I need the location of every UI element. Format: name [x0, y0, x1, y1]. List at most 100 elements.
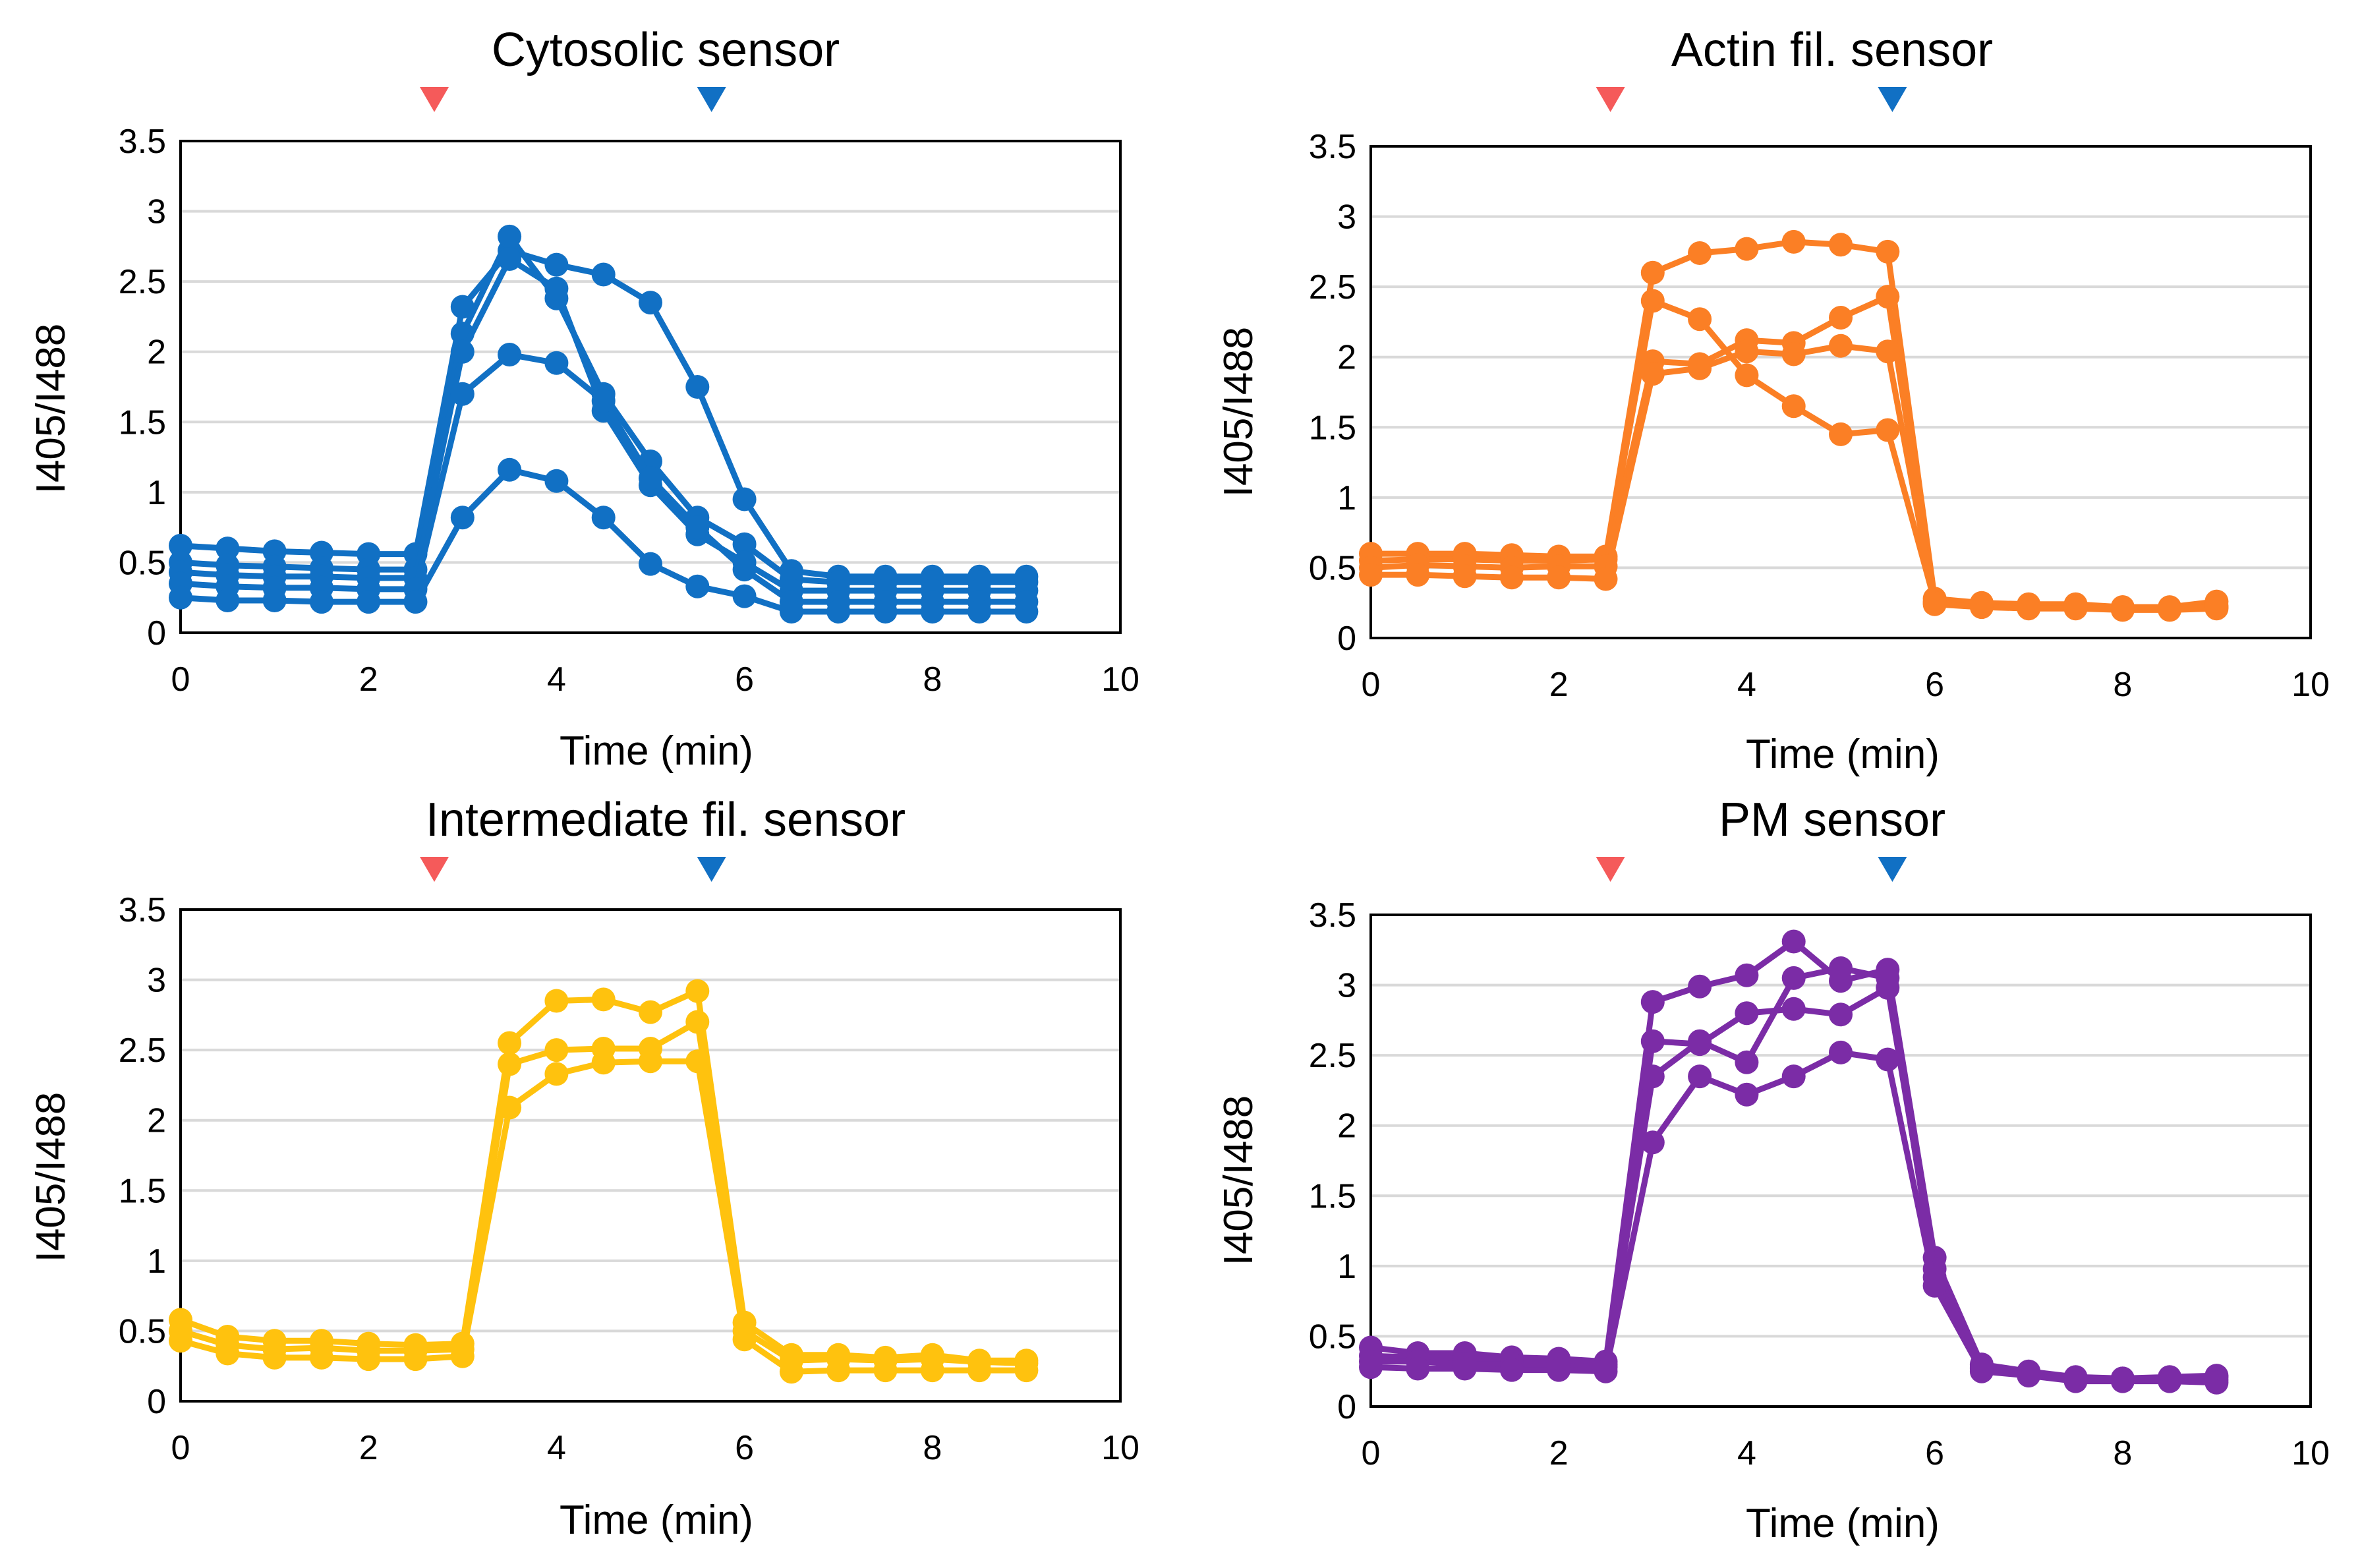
plot-frame: [1369, 914, 2312, 1408]
x-tick-label: 0: [171, 1429, 190, 1467]
blue-marker: [697, 87, 726, 112]
data-point: [498, 1095, 522, 1120]
data-point: [591, 389, 616, 413]
data-point: [1922, 592, 1947, 616]
data-point: [1735, 237, 1759, 261]
data-point: [779, 600, 803, 624]
data-point: [732, 558, 757, 582]
x-tick-label: 2: [1549, 1434, 1569, 1472]
data-point: [1688, 356, 1712, 380]
y-tick-label: 3: [1337, 967, 1356, 1005]
x-tick-label: 0: [171, 660, 190, 699]
y-tick-label: 1: [147, 1242, 166, 1281]
x-axis-title: Time (min): [560, 1497, 753, 1543]
data-point: [1688, 974, 1712, 999]
data-point: [639, 1049, 662, 1074]
data-point: [2158, 598, 2182, 622]
x-axis-title: Time (min): [560, 728, 753, 774]
x-tick-label: 10: [1101, 660, 1139, 699]
data-point: [826, 1358, 851, 1383]
data-point: [1735, 339, 1759, 364]
data-point: [1876, 239, 1900, 264]
data-point: [1781, 229, 1806, 254]
data-point: [1781, 929, 1806, 954]
data-point: [403, 590, 428, 614]
data-point: [779, 1360, 803, 1384]
data-point: [309, 1345, 333, 1370]
data-point: [2063, 596, 2088, 621]
data-point: [1781, 997, 1806, 1021]
data-point: [1735, 1001, 1759, 1026]
y-tick-label: 1.5: [1309, 1177, 1356, 1215]
data-point: [639, 291, 662, 315]
data-point: [1969, 595, 1994, 620]
data-point: [169, 585, 192, 610]
data-point: [1735, 963, 1759, 987]
data-point: [1014, 1358, 1039, 1383]
data-point: [732, 532, 757, 556]
x-tick-label: 10: [2291, 1434, 2330, 1472]
data-point: [1781, 1064, 1806, 1089]
data-point: [1688, 307, 1712, 332]
data-point: [1640, 1130, 1665, 1155]
x-axis-title: Time (min): [1746, 732, 1940, 777]
y-axis-title: I405/I488: [1216, 327, 1261, 498]
data-point: [450, 506, 475, 530]
data-point: [967, 1358, 992, 1383]
data-point: [450, 382, 475, 406]
y-tick-label: 1.5: [119, 403, 166, 442]
plot-frame: [179, 140, 1122, 634]
y-tick-label: 3.5: [1309, 128, 1356, 166]
x-tick-label: 10: [2291, 666, 2330, 704]
data-point: [498, 224, 522, 248]
x-tick-label: 6: [735, 1429, 754, 1467]
y-tick-label: 2.5: [1309, 1037, 1356, 1075]
data-point: [1969, 1359, 1994, 1383]
data-point: [216, 1341, 240, 1366]
data-point: [544, 252, 569, 277]
data-point: [1829, 306, 1853, 330]
data-point: [1781, 966, 1806, 990]
chart-title: PM sensor: [1719, 794, 1945, 846]
red-marker: [420, 857, 449, 882]
data-point: [1594, 1359, 1618, 1383]
y-tick-label: 3.5: [119, 891, 166, 929]
data-point: [685, 515, 710, 540]
y-tick-label: 2: [147, 334, 166, 372]
y-tick-label: 3: [147, 962, 166, 1000]
data-point: [1876, 285, 1900, 309]
data-point: [2017, 1364, 2041, 1388]
red-marker: [1596, 857, 1625, 882]
data-point: [1781, 342, 1806, 366]
data-point: [1547, 1358, 1571, 1382]
y-tick-label: 0.5: [1309, 1318, 1356, 1356]
data-point: [685, 574, 710, 598]
data-point: [685, 979, 710, 1003]
data-point: [920, 600, 944, 624]
blue-marker: [1878, 87, 1907, 112]
data-point: [544, 989, 569, 1013]
y-tick-label: 1.5: [1309, 409, 1356, 447]
data-point: [2063, 1369, 2088, 1393]
chart-title: Cytosolic sensor: [492, 24, 840, 76]
data-point: [544, 276, 569, 301]
data-point: [450, 1344, 475, 1368]
series-4: [1359, 334, 2229, 622]
data-point: [1014, 600, 1039, 624]
data-point: [1829, 1040, 1853, 1064]
x-tick-label: 2: [359, 660, 378, 699]
series-3: [169, 1049, 1039, 1384]
data-point: [1735, 363, 1759, 388]
y-tick-label: 1.5: [119, 1172, 166, 1210]
data-point: [1735, 1050, 1759, 1074]
data-point: [498, 1052, 522, 1076]
data-point: [1781, 394, 1806, 419]
plot-area: [1371, 915, 2311, 1407]
y-tick-label: 0: [1337, 1388, 1356, 1426]
data-point: [639, 466, 662, 490]
data-point: [2110, 598, 2135, 622]
data-point: [1688, 1064, 1712, 1089]
data-point: [1876, 418, 1900, 442]
blue-marker: [1878, 857, 1907, 882]
